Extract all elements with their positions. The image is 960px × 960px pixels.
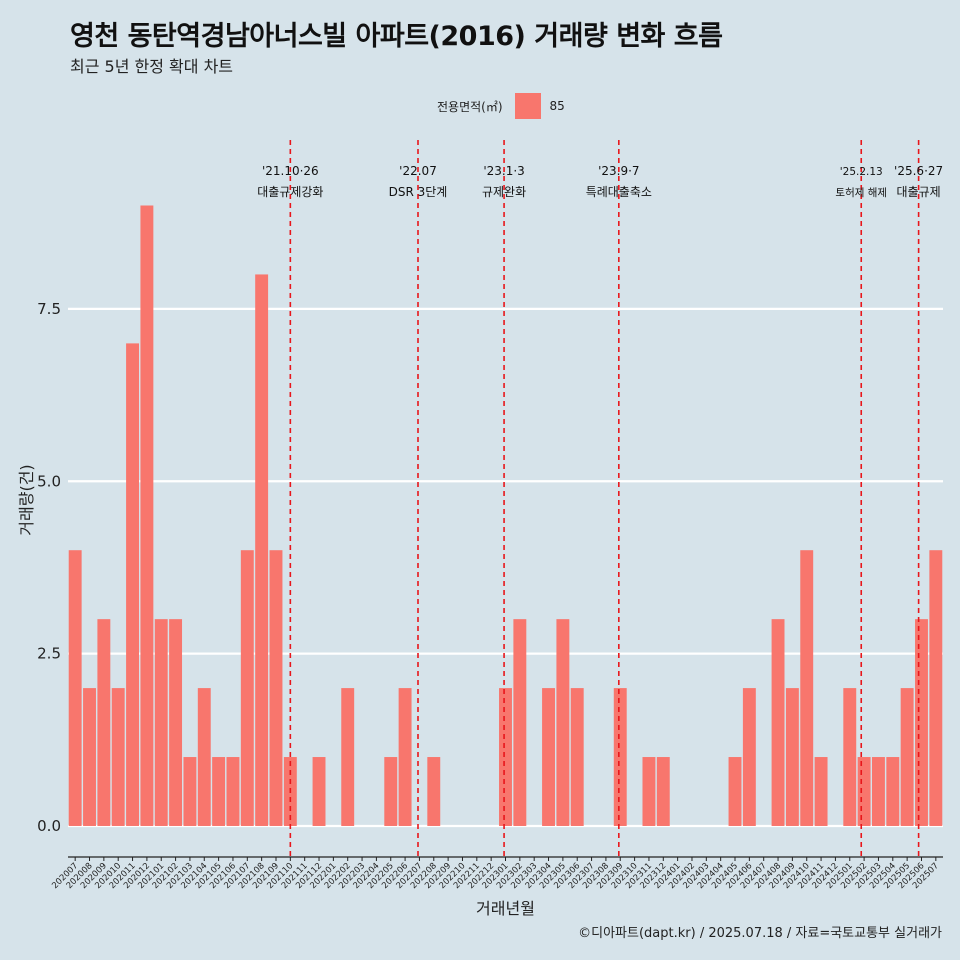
source-caption: ©디아파트(dapt.kr) / 2025.07.18 / 자료=국토교통부 실… [578, 926, 942, 941]
bar [656, 757, 670, 826]
bar [83, 688, 96, 826]
bar [857, 757, 871, 826]
legend-item-label: 85 [549, 99, 565, 113]
bar [642, 757, 656, 826]
bar [427, 757, 441, 826]
bar [255, 274, 269, 826]
bar [269, 550, 283, 826]
bar [771, 619, 785, 826]
y-axis-title: 거래량(건) [17, 464, 36, 535]
bar [742, 688, 756, 826]
event-date-label: '21.10·26 [262, 164, 319, 178]
bar [240, 550, 254, 826]
bar [169, 619, 183, 826]
bar [226, 757, 240, 826]
bar [499, 688, 512, 826]
bar [814, 757, 828, 826]
bar [871, 757, 885, 826]
bar [785, 688, 799, 826]
event-text-label: 대출규제 [897, 185, 941, 199]
bar [843, 688, 857, 826]
event-text-label: 토허제 해제 [835, 186, 887, 199]
bar [613, 688, 627, 826]
x-axis-title: 거래년월 [476, 899, 535, 918]
legend-title: 전용면적(㎡) [437, 99, 503, 114]
y-tick-label: 7.5 [37, 300, 61, 318]
event-date-label: '25.2.13 [840, 166, 883, 178]
event-text-label: 특례대출축소 [586, 185, 652, 199]
event-date-label: '25.6·27 [894, 164, 943, 178]
bar [212, 757, 226, 826]
bar [886, 757, 900, 826]
event-date-label: '22.07 [399, 164, 437, 178]
bar [556, 619, 570, 826]
bar [900, 688, 914, 826]
bar [154, 619, 168, 826]
bar [513, 619, 527, 826]
y-tick-label: 0.0 [37, 817, 61, 835]
bar [728, 757, 742, 826]
bar [68, 550, 82, 826]
bar [97, 619, 111, 826]
event-text-label: DSR 3단계 [389, 185, 448, 199]
event-text-label: 규제완화 [482, 185, 526, 199]
y-tick-label: 2.5 [37, 645, 61, 663]
legend: 전용면적(㎡) 85 [437, 93, 565, 119]
bar [929, 550, 943, 826]
event-date-label: '23.1·3 [483, 164, 524, 178]
bar [915, 619, 928, 826]
legend-key-swatch [514, 93, 541, 119]
bar [197, 688, 211, 826]
chart-title: 영천 동탄역경남아너스빌 아파트(2016) 거래량 변화 흐름 [70, 21, 723, 52]
chart-subtitle: 최근 5년 한정 확대 차트 [70, 57, 234, 76]
bar [183, 757, 197, 826]
bar [126, 343, 140, 826]
bar [384, 757, 398, 826]
bar [140, 205, 154, 826]
bar [398, 688, 412, 826]
bar [542, 688, 555, 826]
y-tick-label: 5.0 [37, 472, 61, 490]
bar [800, 550, 814, 826]
bar [341, 688, 355, 826]
event-text-label: 대출규제강화 [257, 185, 323, 199]
bar [111, 688, 125, 826]
event-date-label: '23.9·7 [598, 164, 639, 178]
bar [312, 757, 326, 826]
bar [570, 688, 584, 826]
